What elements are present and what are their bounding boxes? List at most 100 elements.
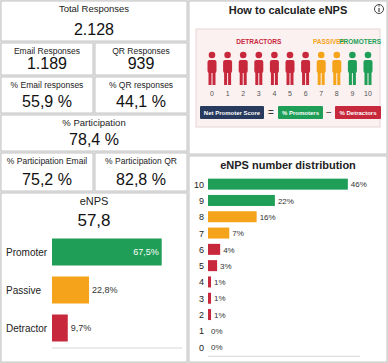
info-icon xyxy=(378,5,379,6)
kpi-value: 55,9 % xyxy=(22,93,72,110)
bar xyxy=(208,244,220,255)
formula-text: Net Promoter Score xyxy=(204,110,261,116)
person-head xyxy=(349,52,356,59)
data-label: 22,8% xyxy=(92,285,118,295)
bar xyxy=(52,277,89,304)
person-icon xyxy=(332,52,341,85)
person-leg xyxy=(322,72,325,85)
kpi-value: 78,4 % xyxy=(69,131,119,148)
person-head xyxy=(224,52,231,59)
data-label: 1% xyxy=(214,311,226,320)
person-head xyxy=(240,52,247,59)
panel xyxy=(189,1,387,154)
person-leg xyxy=(306,72,309,85)
bar xyxy=(208,195,275,206)
category-label: Promoter xyxy=(6,247,48,258)
score-label: 6 xyxy=(304,90,308,97)
category-label: 5 xyxy=(199,261,204,271)
person-leg xyxy=(337,72,340,85)
x-axis-line xyxy=(208,356,360,357)
person-head xyxy=(287,52,294,59)
bar xyxy=(208,309,211,320)
person-head xyxy=(271,52,278,59)
person-leg xyxy=(213,72,216,85)
data-label: 0% xyxy=(211,343,223,352)
info-icon xyxy=(378,8,379,12)
category-label: 8 xyxy=(199,212,204,222)
kpi-label: % Participation Email xyxy=(7,156,87,166)
bar xyxy=(208,179,348,190)
person-icon xyxy=(317,52,326,85)
data-label: 1% xyxy=(214,294,226,303)
formula-operator: = xyxy=(268,107,274,118)
panel xyxy=(1,43,93,75)
person-body xyxy=(364,60,373,73)
data-label: 4% xyxy=(223,246,235,255)
category-label: 9 xyxy=(199,196,204,206)
kpi-label: % Participation xyxy=(62,117,125,128)
data-label: 67,5% xyxy=(133,247,159,257)
person-icon xyxy=(348,52,357,85)
chart-title: eNPS number distribution xyxy=(220,159,356,171)
category-label: 2 xyxy=(199,310,204,320)
panel xyxy=(1,1,187,41)
formula-box xyxy=(335,106,381,119)
formula-text: % Detractors xyxy=(339,110,377,116)
kpi-label: Total Responses xyxy=(59,3,129,14)
person-leg xyxy=(228,72,231,85)
person-leg xyxy=(302,72,305,85)
category-label: 1 xyxy=(199,326,204,336)
person-leg xyxy=(353,72,356,85)
dashboard: Total Responses2.128Email Responses1.189… xyxy=(0,0,388,363)
plot-area xyxy=(52,239,162,342)
person-icon xyxy=(208,52,217,85)
panel xyxy=(95,77,187,113)
kpi-value: 2.128 xyxy=(74,21,114,38)
person-leg xyxy=(287,72,290,85)
score-label: 10 xyxy=(364,90,372,97)
chart-title: eNPS xyxy=(80,195,109,207)
person-icon xyxy=(239,52,248,85)
person-body xyxy=(317,60,326,73)
group-label: DETRACTORS xyxy=(236,38,282,45)
person-body xyxy=(270,60,279,73)
person-body xyxy=(223,60,232,73)
score-label: 3 xyxy=(257,90,261,97)
panel xyxy=(95,153,187,191)
explainer-title: How to calculate eNPS xyxy=(229,4,348,16)
formula-box xyxy=(200,106,264,119)
kpi-value: 82,8 % xyxy=(116,171,166,188)
category-label: Detractor xyxy=(6,323,48,334)
score-label: 0 xyxy=(210,90,214,97)
person-head xyxy=(255,52,262,59)
kpi-value: 44,1 % xyxy=(116,93,166,110)
score-label: 8 xyxy=(335,90,339,97)
person-leg xyxy=(255,72,258,85)
person-icon xyxy=(286,52,295,85)
person-body xyxy=(348,60,357,73)
person-body xyxy=(301,60,310,73)
data-label: 3% xyxy=(220,262,232,271)
score-label: 1 xyxy=(226,90,230,97)
category-label: 10 xyxy=(194,180,204,190)
chart-subtitle: 57,8 xyxy=(77,211,110,230)
formula-box xyxy=(278,106,323,119)
bar xyxy=(208,293,211,304)
person-body xyxy=(286,60,295,73)
data-label: 22% xyxy=(278,197,294,206)
score-label: 9 xyxy=(350,90,354,97)
person-leg xyxy=(240,72,243,85)
category-label: 4 xyxy=(199,277,204,287)
kpi-value: 939 xyxy=(128,55,155,72)
category-label: 3 xyxy=(199,294,204,304)
panel xyxy=(1,193,187,362)
person-icon xyxy=(364,52,373,85)
person-leg xyxy=(271,72,274,85)
person-leg xyxy=(369,72,372,85)
data-label: 9,7% xyxy=(71,323,92,333)
kpi-value: 75,2 % xyxy=(22,171,72,188)
bar xyxy=(208,342,209,353)
plot-area xyxy=(208,179,348,320)
person-icon xyxy=(254,52,263,85)
person-icon xyxy=(270,52,279,85)
